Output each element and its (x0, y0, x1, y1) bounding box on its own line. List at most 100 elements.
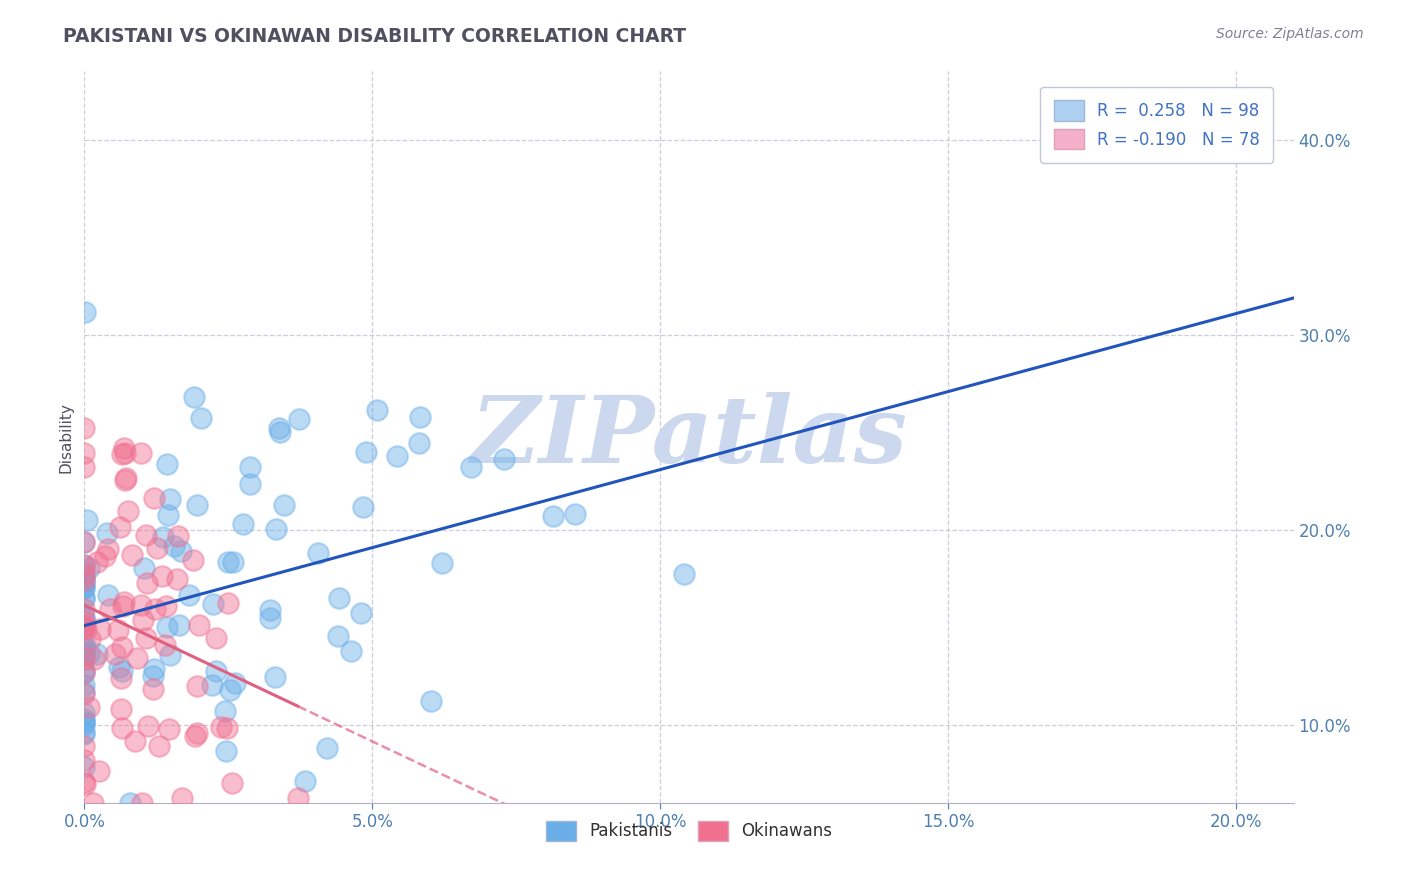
Point (73, 573, 96, 587)
Point (214, 704, 236, 718)
Point (73, 715, 96, 730)
Point (73, 718, 96, 732)
Point (73, 612, 96, 626)
Point (205, 631, 228, 645)
Point (541, 508, 564, 523)
Point (232, 516, 254, 531)
Point (215, 744, 238, 758)
Point (430, 557, 453, 571)
Point (73, 725, 96, 739)
Point (259, 611, 281, 625)
Point (73, 558, 96, 573)
Point (269, 420, 291, 434)
Text: Source: ZipAtlas.com: Source: ZipAtlas.com (1216, 27, 1364, 41)
Point (73, 777, 96, 791)
Point (73, 621, 96, 635)
Point (146, 541, 169, 556)
Point (86, 648, 108, 662)
Point (76, 513, 98, 527)
Point (167, 617, 190, 632)
Point (73, 421, 96, 435)
Point (82, 796, 104, 810)
Point (170, 791, 193, 805)
Point (73, 636, 96, 650)
Point (294, 774, 316, 789)
Point (75, 623, 97, 637)
Point (112, 441, 135, 455)
Point (269, 425, 291, 440)
Point (73, 714, 96, 729)
Point (190, 411, 212, 425)
Point (326, 629, 349, 643)
Point (73, 665, 96, 680)
Point (201, 677, 224, 691)
Point (183, 390, 205, 404)
Point (73, 663, 96, 677)
Point (221, 775, 243, 789)
Point (97, 588, 120, 602)
Point (408, 436, 430, 450)
Point (73, 753, 96, 767)
Point (73, 687, 96, 701)
Point (129, 598, 152, 612)
Point (186, 725, 208, 739)
Point (143, 602, 166, 616)
Point (181, 552, 204, 566)
Point (420, 694, 443, 708)
Point (73, 558, 96, 573)
Point (159, 648, 181, 662)
Point (409, 409, 432, 424)
Point (87, 764, 110, 778)
Point (238, 459, 260, 474)
Point (73, 678, 96, 692)
Point (188, 617, 211, 632)
Point (111, 447, 134, 461)
Point (73, 619, 96, 633)
Point (224, 676, 246, 690)
Point (110, 671, 132, 685)
Point (73, 459, 96, 474)
Point (136, 575, 159, 590)
Point (354, 445, 377, 459)
Point (77, 561, 100, 575)
Point (73, 602, 96, 616)
Point (73, 760, 96, 774)
Point (132, 613, 155, 627)
Point (73, 685, 96, 699)
Point (79, 632, 101, 646)
Point (134, 560, 156, 574)
Point (157, 723, 180, 737)
Point (136, 719, 159, 733)
Point (135, 631, 157, 645)
Point (492, 452, 515, 467)
Point (186, 679, 208, 693)
Point (202, 597, 225, 611)
Point (124, 734, 146, 748)
Point (73, 580, 96, 594)
Point (97, 542, 120, 557)
Point (77, 700, 100, 714)
Point (131, 796, 153, 810)
Point (73, 570, 96, 584)
Point (73, 592, 96, 607)
Point (184, 730, 207, 744)
Point (73, 726, 96, 740)
Point (162, 539, 184, 553)
Point (352, 500, 374, 515)
Point (259, 603, 281, 617)
Point (328, 591, 350, 606)
Point (83, 652, 105, 666)
Point (170, 544, 193, 558)
Point (142, 661, 165, 675)
Point (117, 503, 139, 517)
Point (673, 567, 696, 582)
Point (73, 666, 96, 681)
Y-axis label: Disability: Disability (58, 401, 73, 473)
Point (73, 577, 96, 591)
Point (121, 548, 143, 562)
Point (73, 739, 96, 753)
Point (108, 519, 131, 533)
Point (77, 646, 100, 660)
Point (135, 527, 157, 541)
Point (142, 491, 165, 505)
